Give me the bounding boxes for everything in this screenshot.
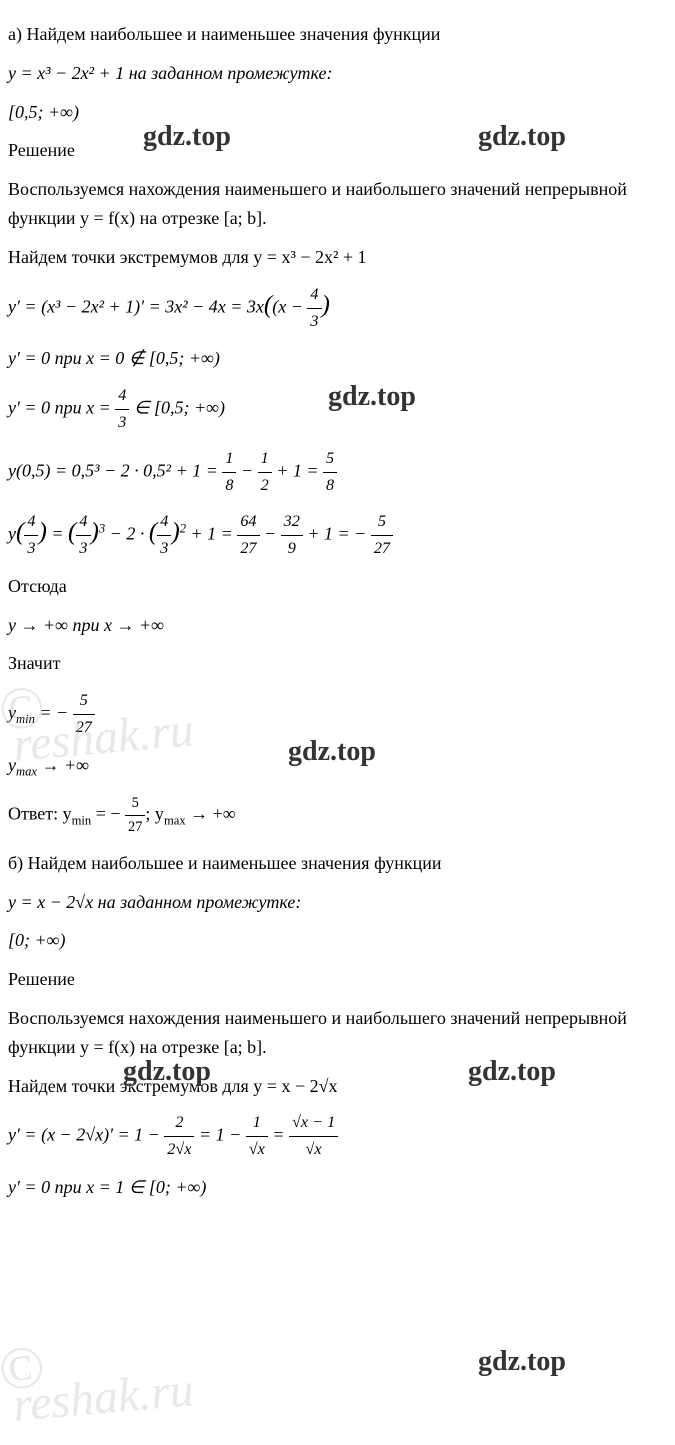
math-line: y = x − 2√x на заданном промежутке: [8,888,667,917]
heading: Решение [8,136,667,165]
text-line: Найдем точки экстремумов для y = x − 2√x [8,1072,667,1101]
text-line: Отсюда [8,572,667,601]
text-line: Найдем точки экстремумов для y = x³ − 2x… [8,243,667,272]
watermark-gdz: gdz.top [478,1340,566,1385]
math-line: y → +∞ при x → +∞ [8,611,667,640]
text-line: Воспользуемся нахождения наименьшего и н… [8,1004,667,1062]
math-line: y(0,5) = 0,5³ − 2 · 0,5² + 1 = 18 − 12 +… [8,446,667,499]
math-line: y′ = 0 при x = 43 ∈ [0,5; +∞) [8,383,667,436]
math-line: y(43) = (43)3 − 2 · (43)2 + 1 = 6427 − 3… [8,509,667,562]
math-line: y′ = (x³ − 2x² + 1)′ = 3x² − 4x = 3x((x … [8,282,667,335]
math-line: y′ = (x − 2√x)′ = 1 − 22√x = 1 − 1√x = √… [8,1110,667,1163]
answer-line: Ответ: ymin = − 527; ymax → +∞ [8,792,667,839]
text-line: Воспользуемся нахождения наименьшего и н… [8,175,667,233]
math-line: y′ = 0 при x = 0 ∉ [0,5; +∞) [8,344,667,373]
math-line: y′ = 0 при x = 1 ∈ [0; +∞) [8,1173,667,1202]
text-line: а) Найдем наибольшее и наименьшее значен… [8,20,667,49]
math-line: [0; +∞) [8,926,667,955]
math-line: ymin = − 527 [8,688,667,741]
text-line: б) Найдем наибольшее и наименьшее значен… [8,849,667,878]
math-line: y = x³ − 2x² + 1 на заданном промежутке: [8,59,667,88]
math-line: [0,5; +∞) [8,98,667,127]
watermark-reshak: reshak.ru [10,1352,197,1444]
math-line: ymax → +∞ [8,751,667,782]
heading: Решение [8,965,667,994]
watermark-copyright: © [0,1318,48,1418]
text-line: Значит [8,649,667,678]
